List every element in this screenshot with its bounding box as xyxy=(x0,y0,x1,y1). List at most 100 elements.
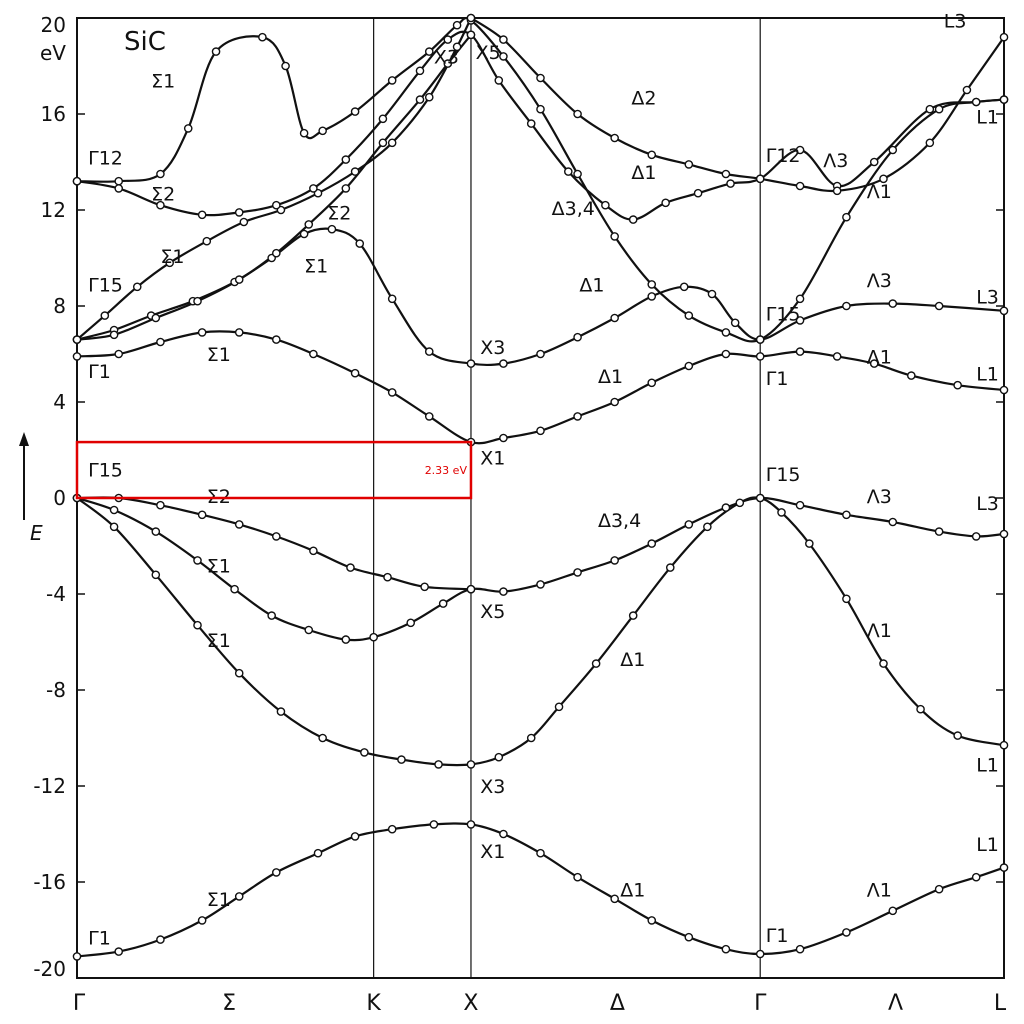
band-9-point-18 xyxy=(693,188,703,198)
band-5-point-12 xyxy=(499,359,508,368)
band-7-point-11 xyxy=(452,42,462,52)
band-2-point-13 xyxy=(536,580,545,589)
band-4-point-23 xyxy=(953,380,962,390)
band-8-point-18 xyxy=(647,280,657,289)
band-2-point-21 xyxy=(842,510,851,520)
band-label-47: L1 xyxy=(976,755,999,777)
band-4-point-2 xyxy=(156,337,165,347)
band-label-6: Γ15 xyxy=(88,275,123,297)
band-9-point-24 xyxy=(925,104,935,114)
band-9-point-1 xyxy=(114,184,124,193)
band-9 xyxy=(76,30,1005,221)
band-7-point-2 xyxy=(132,282,142,292)
band-10-point-9 xyxy=(795,181,805,191)
band-8-point-8 xyxy=(318,126,327,136)
band-4-point-8 xyxy=(387,388,397,397)
y-tick-label-0: 20 xyxy=(41,13,66,37)
band-5-point-22 xyxy=(842,301,851,311)
band-0-point-7 xyxy=(350,832,360,841)
band-10-point-1 xyxy=(499,35,508,44)
band-5-point-25 xyxy=(999,306,1009,316)
band-4-point-1 xyxy=(114,349,124,359)
band-8-point-16 xyxy=(573,169,582,179)
band-0-point-4 xyxy=(234,892,244,901)
band-label-33: Γ15 xyxy=(766,303,801,325)
y-tick-label-4: 4 xyxy=(53,390,66,414)
band-4-point-21 xyxy=(869,359,879,368)
band-8-point-5 xyxy=(258,32,267,42)
band-2-point-25 xyxy=(999,529,1009,539)
band-10-point-3 xyxy=(573,109,582,119)
band-5-point-7 xyxy=(327,224,337,234)
band-5-point-9 xyxy=(387,294,397,304)
band-label-24: Δ3,4 xyxy=(552,198,595,220)
band-6-point-4 xyxy=(234,275,244,284)
band-5-point-21 xyxy=(795,316,805,325)
band-9-point-16 xyxy=(628,215,638,224)
band-10-point-11 xyxy=(879,174,888,184)
band-9-point-5 xyxy=(272,200,281,210)
band-label-8: Σ1 xyxy=(207,344,231,366)
band-0-point-24 xyxy=(999,863,1009,872)
band-10-point-5 xyxy=(647,150,657,160)
band-label-37: Γ15 xyxy=(766,464,801,486)
band-2-point-19 xyxy=(755,493,765,503)
band-3-point-8 xyxy=(383,572,392,582)
kpoint-label-5: Γ xyxy=(754,991,767,1016)
band-0-point-8 xyxy=(387,824,397,834)
band-9-point-13 xyxy=(526,119,536,128)
band-1-point-21 xyxy=(805,539,814,548)
band-1-point-10 xyxy=(466,760,476,769)
band-1-point-8 xyxy=(397,755,406,764)
band-2-point-5 xyxy=(267,611,276,620)
band-9-point-3 xyxy=(197,210,207,220)
band-10-point-14 xyxy=(999,32,1009,42)
band-1-point-1 xyxy=(109,522,119,532)
y-tick-label-5: 0 xyxy=(53,486,66,510)
band-9-point-0 xyxy=(72,176,82,186)
band-0-point-22 xyxy=(934,884,944,894)
band-5-point-13 xyxy=(536,349,545,359)
band-1-point-7 xyxy=(360,748,369,757)
y-tick-label-2: 12 xyxy=(41,198,66,222)
band-5-point-24 xyxy=(934,301,944,311)
band-9-point-15 xyxy=(601,200,610,210)
band-8-point-25 xyxy=(934,104,944,114)
band-6-point-3 xyxy=(193,296,202,306)
band-label-32: Λ1 xyxy=(867,181,892,203)
band-8-point-10 xyxy=(387,76,397,85)
band-2-point-20 xyxy=(795,500,805,510)
y-tick-label-8: -12 xyxy=(33,774,66,798)
band-8-point-23 xyxy=(842,212,851,222)
band-3-point-6 xyxy=(309,546,318,556)
band-2-point-16 xyxy=(647,539,657,548)
band-1-point-22 xyxy=(842,594,851,604)
band-label-17: X3 xyxy=(480,337,505,359)
band-10-point-6 xyxy=(684,160,694,169)
band-9-point-25 xyxy=(971,97,981,107)
band-0-point-13 xyxy=(573,872,582,882)
band-5-point-15 xyxy=(610,313,619,323)
band-7-point-5 xyxy=(239,217,249,227)
band-9-point-17 xyxy=(661,198,670,208)
band-8-point-20 xyxy=(721,328,731,337)
band-4-point-19 xyxy=(795,347,805,356)
band-1-point-18 xyxy=(735,498,745,508)
band-6-point-8 xyxy=(378,138,388,148)
band-label-34: Λ3 xyxy=(867,270,892,292)
y-unit-label: eV xyxy=(40,41,66,65)
band-3-point-4 xyxy=(234,520,244,529)
band-6-point-6 xyxy=(304,220,314,229)
band-label-45: L1 xyxy=(976,363,999,385)
kpoint-label-1: Σ xyxy=(222,991,236,1016)
band-label-38: Λ3 xyxy=(867,486,892,508)
band-0-point-5 xyxy=(272,868,281,877)
band-9-point-4 xyxy=(234,208,244,217)
band-7-point-1 xyxy=(100,311,110,320)
band-3-point-5 xyxy=(272,532,281,541)
band-5-point-16 xyxy=(647,292,657,301)
band-3-point-2 xyxy=(156,500,165,510)
band-7-point-3 xyxy=(165,258,174,268)
band-0-point-12 xyxy=(536,848,545,858)
